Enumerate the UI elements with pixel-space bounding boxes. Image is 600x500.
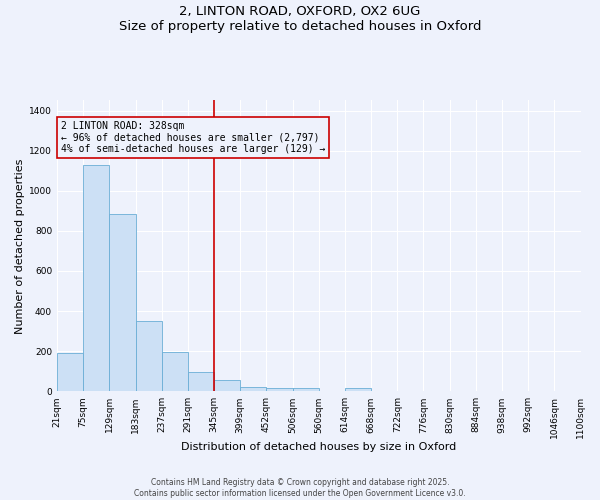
Bar <box>293 388 319 392</box>
Bar <box>109 214 136 392</box>
Text: Contains HM Land Registry data © Crown copyright and database right 2025.
Contai: Contains HM Land Registry data © Crown c… <box>134 478 466 498</box>
Bar <box>57 352 83 392</box>
Bar <box>83 164 109 392</box>
Y-axis label: Number of detached properties: Number of detached properties <box>15 158 25 334</box>
Bar <box>188 372 214 392</box>
Bar <box>214 380 240 392</box>
Text: 2 LINTON ROAD: 328sqm
← 96% of detached houses are smaller (2,797)
4% of semi-de: 2 LINTON ROAD: 328sqm ← 96% of detached … <box>61 120 325 154</box>
X-axis label: Distribution of detached houses by size in Oxford: Distribution of detached houses by size … <box>181 442 457 452</box>
Bar <box>240 387 266 392</box>
Bar <box>266 388 293 392</box>
Bar <box>162 352 188 392</box>
Bar <box>345 388 371 392</box>
Bar <box>136 321 162 392</box>
Text: 2, LINTON ROAD, OXFORD, OX2 6UG
Size of property relative to detached houses in : 2, LINTON ROAD, OXFORD, OX2 6UG Size of … <box>119 5 481 33</box>
